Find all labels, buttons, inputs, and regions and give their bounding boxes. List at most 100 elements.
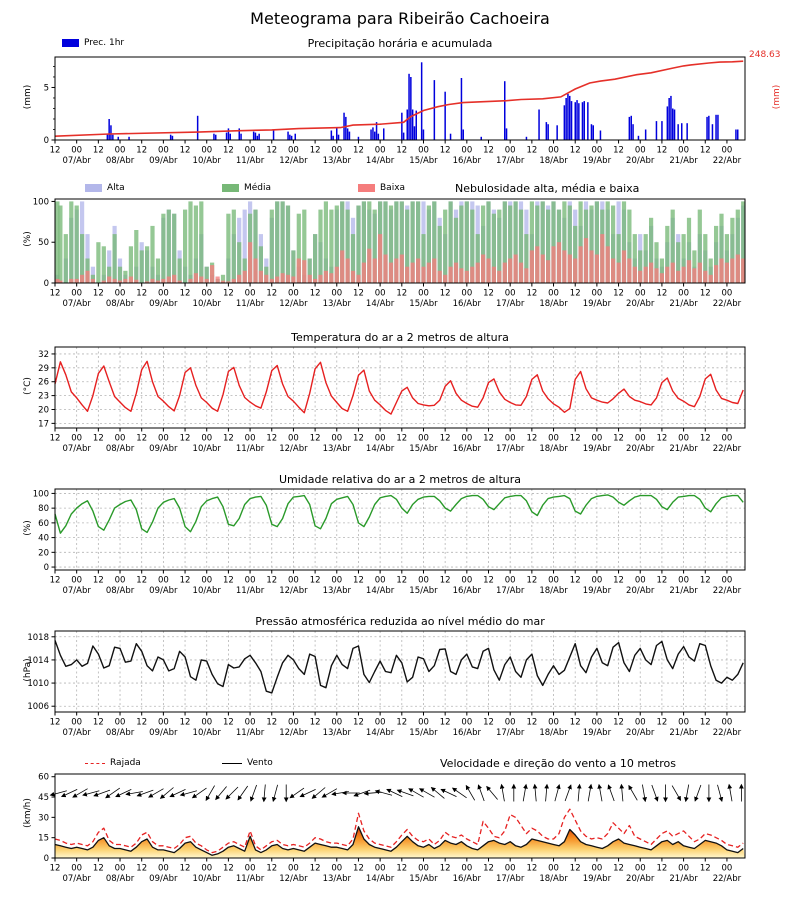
svg-text:13/Abr: 13/Abr <box>323 728 352 738</box>
svg-text:40: 40 <box>38 534 49 544</box>
svg-text:12: 12 <box>223 146 234 156</box>
svg-text:00: 00 <box>331 718 342 728</box>
svg-text:1006: 1006 <box>27 702 49 712</box>
svg-text:12: 12 <box>526 434 537 444</box>
svg-text:12: 12 <box>396 146 407 156</box>
svg-text:12: 12 <box>93 864 104 874</box>
svg-text:12: 12 <box>223 864 234 874</box>
svg-text:12/Abr: 12/Abr <box>279 586 308 596</box>
svg-text:00: 00 <box>635 864 646 874</box>
svg-text:12: 12 <box>93 434 104 444</box>
svg-text:12: 12 <box>353 289 364 299</box>
svg-text:08/Abr: 08/Abr <box>106 874 135 884</box>
svg-text:14/Abr: 14/Abr <box>366 444 395 454</box>
svg-text:00: 00 <box>591 864 602 874</box>
svg-text:12: 12 <box>266 289 277 299</box>
svg-text:12: 12 <box>50 289 61 299</box>
svg-text:15/Abr: 15/Abr <box>409 586 438 596</box>
humidity-y-unit: (%) <box>23 520 33 536</box>
svg-text:00: 00 <box>115 289 126 299</box>
svg-text:60: 60 <box>38 519 49 529</box>
cloud-baixa-label: Baixa <box>380 183 406 193</box>
cloud-media-swatch-icon <box>222 184 239 192</box>
wind-y-unit: (km/h) <box>23 798 33 828</box>
svg-text:12: 12 <box>136 434 147 444</box>
svg-text:00: 00 <box>201 434 212 444</box>
svg-text:00: 00 <box>505 864 516 874</box>
svg-text:12: 12 <box>396 289 407 299</box>
svg-text:19/Abr: 19/Abr <box>583 299 612 309</box>
svg-text:12: 12 <box>353 718 364 728</box>
svg-text:00: 00 <box>635 434 646 444</box>
temperature-line <box>54 360 744 415</box>
svg-text:12: 12 <box>93 146 104 156</box>
svg-text:00: 00 <box>158 718 169 728</box>
svg-text:17/Abr: 17/Abr <box>496 586 525 596</box>
svg-text:19/Abr: 19/Abr <box>583 874 612 884</box>
svg-text:00: 00 <box>722 718 733 728</box>
svg-text:21/Abr: 21/Abr <box>669 874 698 884</box>
svg-text:09/Abr: 09/Abr <box>149 444 178 454</box>
wind-legend-vento: Vento <box>222 758 273 768</box>
svg-text:08/Abr: 08/Abr <box>106 156 135 166</box>
svg-text:12: 12 <box>310 289 321 299</box>
svg-text:12: 12 <box>440 434 451 444</box>
svg-text:12: 12 <box>180 146 191 156</box>
svg-text:14/Abr: 14/Abr <box>366 299 395 309</box>
svg-text:10/Abr: 10/Abr <box>193 299 222 309</box>
svg-text:12: 12 <box>50 864 61 874</box>
svg-text:12: 12 <box>570 289 581 299</box>
svg-text:15/Abr: 15/Abr <box>409 156 438 166</box>
svg-text:12: 12 <box>310 434 321 444</box>
cloud-baixa-swatch-icon <box>358 184 375 192</box>
svg-text:16/Abr: 16/Abr <box>453 874 482 884</box>
svg-text:12: 12 <box>613 864 624 874</box>
svg-text:00: 00 <box>418 864 429 874</box>
svg-text:00: 00 <box>245 864 256 874</box>
svg-text:12: 12 <box>310 718 321 728</box>
svg-text:12: 12 <box>613 576 624 586</box>
svg-text:12: 12 <box>180 434 191 444</box>
svg-text:20: 20 <box>38 405 49 415</box>
humidity-frame <box>54 488 746 571</box>
svg-text:17/Abr: 17/Abr <box>496 156 525 166</box>
wind-fill <box>55 826 745 858</box>
svg-text:10/Abr: 10/Abr <box>193 874 222 884</box>
svg-text:19/Abr: 19/Abr <box>583 728 612 738</box>
humidity-title: Umidade relativa do ar a 2 metros de alt… <box>278 473 522 486</box>
svg-text:19/Abr: 19/Abr <box>583 444 612 454</box>
svg-text:13/Abr: 13/Abr <box>323 444 352 454</box>
svg-text:12: 12 <box>223 718 234 728</box>
svg-text:12: 12 <box>180 718 191 728</box>
svg-text:15/Abr: 15/Abr <box>409 444 438 454</box>
svg-text:00: 00 <box>418 576 429 586</box>
pressure-grid <box>55 631 745 712</box>
svg-text:12: 12 <box>570 146 581 156</box>
svg-text:00: 00 <box>461 576 472 586</box>
svg-text:00: 00 <box>678 864 689 874</box>
svg-text:22/Abr: 22/Abr <box>713 156 742 166</box>
svg-text:00: 00 <box>288 864 299 874</box>
svg-text:11/Abr: 11/Abr <box>236 444 265 454</box>
cloud-alta-label: Alta <box>107 183 125 193</box>
svg-text:20/Abr: 20/Abr <box>626 586 655 596</box>
svg-text:12: 12 <box>396 718 407 728</box>
svg-text:20/Abr: 20/Abr <box>626 728 655 738</box>
svg-text:11/Abr: 11/Abr <box>236 156 265 166</box>
svg-text:00: 00 <box>115 864 126 874</box>
svg-text:00: 00 <box>375 718 386 728</box>
svg-text:00: 00 <box>331 864 342 874</box>
svg-text:21/Abr: 21/Abr <box>669 444 698 454</box>
svg-text:15/Abr: 15/Abr <box>409 728 438 738</box>
svg-text:00: 00 <box>418 289 429 299</box>
svg-text:12: 12 <box>136 146 147 156</box>
svg-text:00: 00 <box>591 718 602 728</box>
svg-text:12: 12 <box>353 434 364 444</box>
wind-line <box>54 826 744 856</box>
